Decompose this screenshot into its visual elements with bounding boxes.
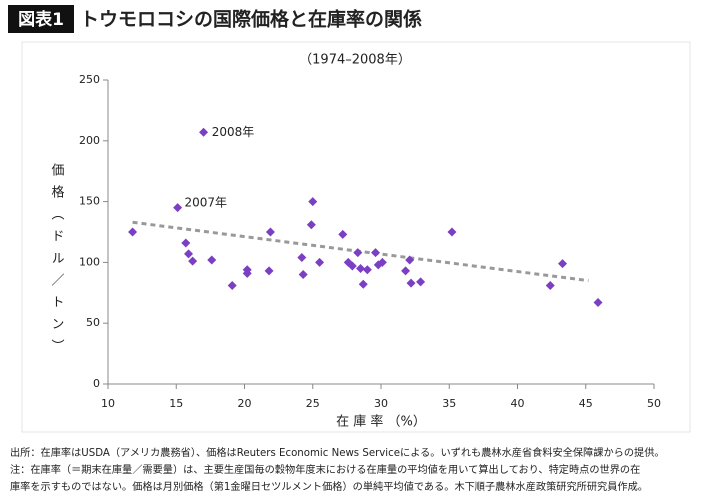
point bbox=[416, 277, 426, 287]
point bbox=[227, 281, 237, 291]
x-tick-label: 30 bbox=[374, 397, 388, 410]
point bbox=[593, 298, 603, 308]
x-tick-label: 45 bbox=[579, 397, 593, 410]
point bbox=[347, 261, 357, 271]
point bbox=[356, 263, 366, 273]
point bbox=[358, 279, 368, 289]
point bbox=[184, 249, 194, 259]
point bbox=[188, 256, 198, 266]
x-tick-label: 25 bbox=[306, 397, 320, 410]
point bbox=[558, 259, 568, 269]
note: 庫率を示すものではない。価格は月別価格（第1金曜日セツルメント価格）の単純平均値… bbox=[10, 480, 648, 493]
point bbox=[406, 278, 416, 288]
x-tick-label: 40 bbox=[511, 397, 525, 410]
y-tick-label: 200 bbox=[79, 134, 100, 147]
point bbox=[128, 227, 138, 237]
point bbox=[353, 248, 363, 258]
chart-frame bbox=[21, 41, 691, 433]
x-tick-label: 10 bbox=[101, 397, 115, 410]
point bbox=[315, 257, 325, 267]
title: トウモロコシの国際価格と在庫率の関係 bbox=[80, 8, 422, 31]
y-tick-label: 50 bbox=[86, 316, 100, 329]
subtitle: （1974–2008年） bbox=[299, 53, 411, 68]
x-tick-label: 20 bbox=[238, 397, 252, 410]
note: 注：在庫率（＝期末在庫量／需要量）は、主要生産国毎の穀物年度末における在庫量の平… bbox=[10, 463, 640, 476]
y-tick-label: 100 bbox=[79, 255, 100, 268]
point bbox=[173, 203, 183, 213]
point bbox=[181, 238, 191, 248]
point bbox=[405, 255, 415, 265]
note: 出所：在庫率はUSDA（アメリカ農務省）、価格はReuters Economic… bbox=[10, 446, 665, 459]
point bbox=[447, 227, 457, 237]
annotation: 2007年 bbox=[184, 195, 227, 209]
point bbox=[362, 265, 372, 275]
point bbox=[545, 281, 555, 291]
point bbox=[242, 268, 252, 278]
badge: 図表1 bbox=[18, 9, 64, 30]
x-tick-label: 15 bbox=[169, 397, 183, 410]
point bbox=[297, 253, 307, 263]
point bbox=[308, 197, 318, 207]
x-tick-label: 50 bbox=[647, 397, 661, 410]
point bbox=[265, 227, 275, 237]
y-axis-label: 価格（ドル／トン） bbox=[49, 163, 65, 361]
y-tick-label: 0 bbox=[93, 377, 100, 390]
point bbox=[401, 266, 411, 276]
y-tick-label: 250 bbox=[79, 73, 100, 86]
point bbox=[264, 266, 274, 276]
point bbox=[338, 229, 348, 239]
point bbox=[199, 127, 209, 137]
point bbox=[306, 220, 316, 230]
x-tick-label: 35 bbox=[442, 397, 456, 410]
y-tick-label: 150 bbox=[79, 195, 100, 208]
point bbox=[371, 248, 381, 258]
annotation: 2008年 bbox=[212, 125, 255, 139]
badge-box bbox=[8, 5, 74, 33]
x-axis-label: 在 庫 率 （%） bbox=[336, 414, 426, 430]
point bbox=[377, 257, 387, 267]
point bbox=[207, 255, 217, 265]
point bbox=[298, 270, 308, 280]
